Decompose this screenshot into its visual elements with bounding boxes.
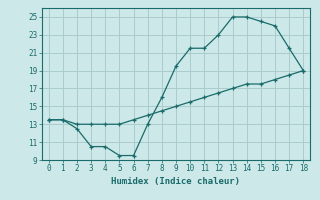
X-axis label: Humidex (Indice chaleur): Humidex (Indice chaleur)	[111, 177, 241, 186]
